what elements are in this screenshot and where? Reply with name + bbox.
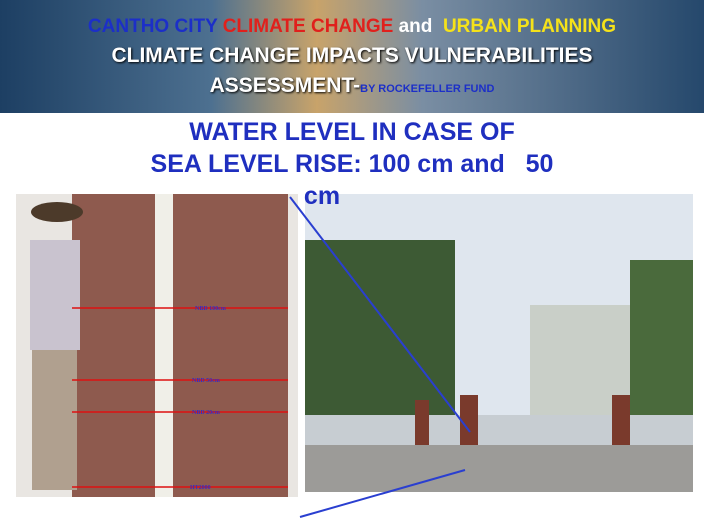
header-text: CLIMATE CHANGE [223,16,394,37]
photo-label: HT2000 [190,485,211,491]
title-line: cm [0,180,704,212]
header-line: CANTHO CITY CLIMATE CHANGE and URBAN PLA… [0,16,704,38]
trees [305,240,455,420]
header: CANTHO CITY CLIMATE CHANGE and URBAN PLA… [0,0,704,113]
gate-pillar [460,395,478,445]
photo-label: NBD 20cm [192,410,220,416]
header-text: ASSESSMENT- [210,74,361,97]
title-line: WATER LEVEL IN CASE OF [0,116,704,148]
slide: NBD 100cm NBD 50cm NBD 20cm HT2000 CANTH… [0,0,704,527]
header-text: URBAN PLANNING [443,16,616,37]
man-shirt [30,240,80,350]
gate-pillar [415,400,429,445]
gauge [155,194,173,497]
gate-pillar [612,395,630,445]
header-line: ASSESSMENT-BY ROCKEFELLER FUND [0,74,704,98]
header-text: and [399,16,433,37]
pillar [72,194,288,497]
header-text: BY ROCKEFELLER FUND [360,83,494,95]
photo-label: NBD 50cm [192,378,220,384]
trees-right [630,260,693,420]
photo-label: NBD 100cm [195,306,226,312]
header-text: CANTHO CITY [88,16,217,37]
man-legs [32,350,77,490]
title-line: SEA LEVEL RISE: 100 cm and 50 [0,148,704,180]
road [305,445,693,492]
header-text: CLIMATE CHANGE IMPACTS VULNERABILITIES [0,44,704,68]
fence [305,415,693,445]
